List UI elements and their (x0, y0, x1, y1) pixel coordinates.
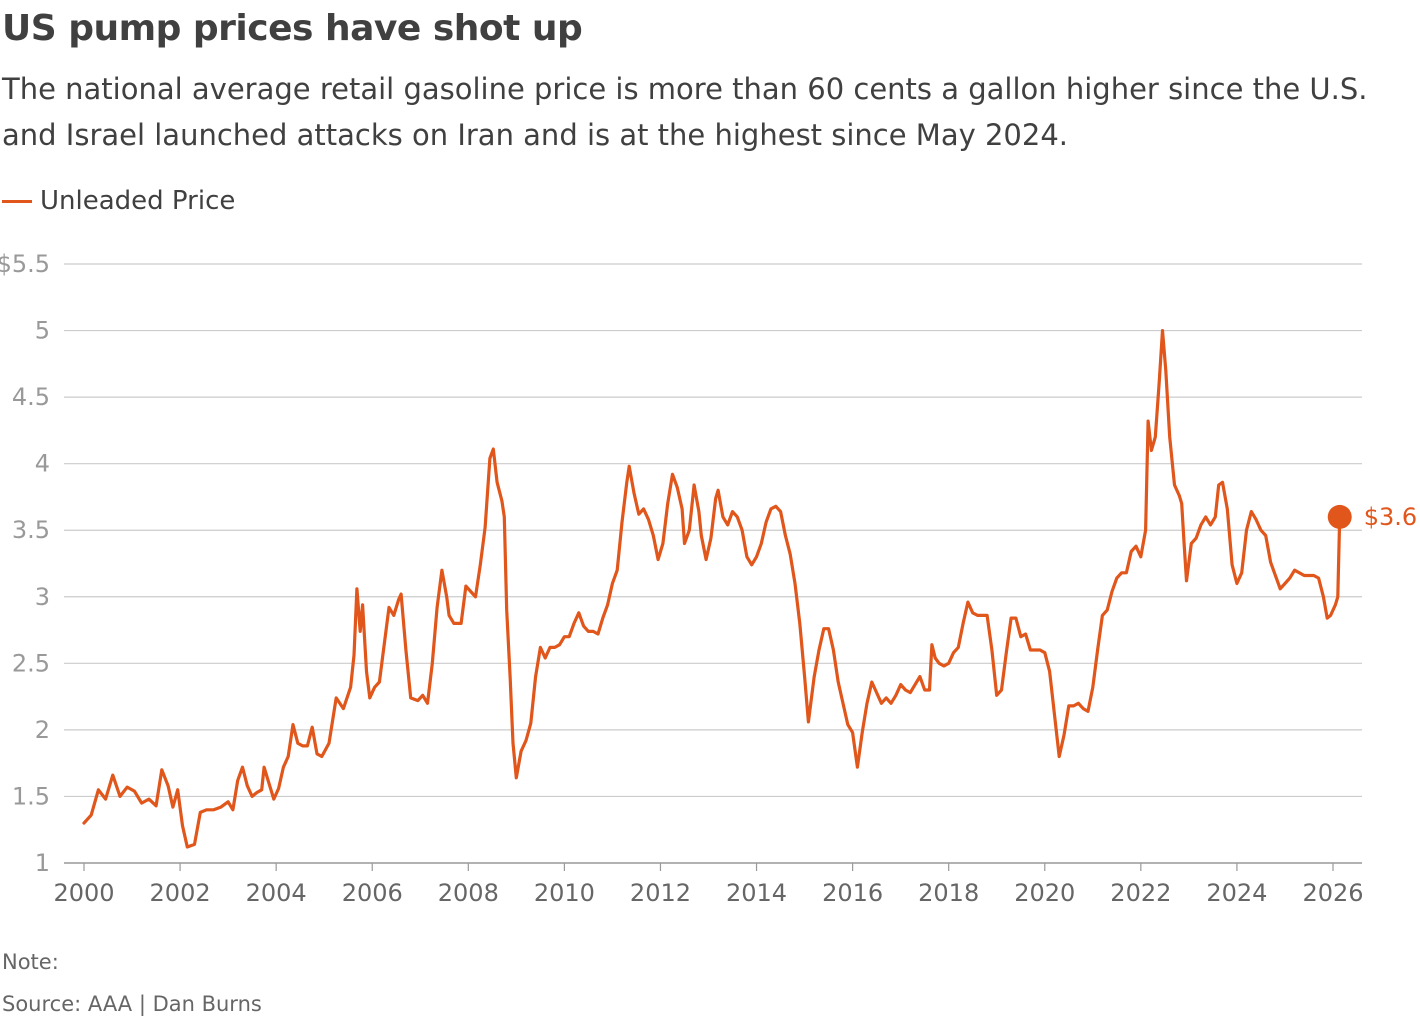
x-axis-ticks: 2000 2002 2004 2006 2008 2010 2012 2014 2016 2018… (53, 863, 1364, 907)
x-tick-label: 2010 (534, 879, 595, 907)
series-line-unleaded-price (82, 329, 1342, 849)
y-tick-label: 5 (35, 317, 50, 345)
chart-title: US pump prices have shot up (2, 8, 583, 49)
x-tick-label: 2014 (726, 879, 787, 907)
y-tick-label: 2 (35, 716, 50, 744)
chart-source: Source: AAA | Dan Burns (2, 992, 262, 1016)
y-tick-label: 2.5 (12, 649, 50, 677)
chart-subtitle: The national average retail gasoline pri… (2, 72, 1368, 152)
x-tick-label: 2020 (1014, 879, 1075, 907)
x-tick-label: 2012 (630, 879, 691, 907)
legend: Unleaded Price (2, 186, 235, 216)
x-tick-label: 2000 (53, 879, 114, 907)
x-tick-label: 2004 (246, 879, 307, 907)
y-tick-label: 1.5 (12, 782, 50, 810)
chart-note: Note: (2, 950, 59, 974)
end-point-marker (1327, 504, 1352, 529)
x-tick-label: 2026 (1302, 879, 1363, 907)
x-tick-label: 2018 (918, 879, 979, 907)
gridlines (64, 263, 1362, 864)
legend-swatch (2, 199, 32, 203)
end-value-label: $3.6 (1364, 503, 1417, 531)
y-axis-ticks: $5.5 5 4.5 4 3.5 3 2.5 2 1.5 1 (0, 250, 50, 877)
series-layer: $3.6 (82, 329, 1417, 849)
x-tick-label: 2002 (150, 879, 211, 907)
y-tick-label: 4.5 (12, 383, 50, 411)
y-tick-label: $5.5 (0, 250, 50, 278)
x-tick-label: 2022 (1110, 879, 1171, 907)
x-tick-label: 2016 (822, 879, 883, 907)
x-tick-label: 2008 (438, 879, 499, 907)
y-tick-label: 3 (35, 583, 50, 611)
x-tick-label: 2024 (1206, 879, 1267, 907)
legend-label: Unleaded Price (40, 186, 236, 216)
x-tick-label: 2006 (342, 879, 403, 907)
y-tick-label: 1 (35, 849, 50, 877)
y-tick-label: 4 (35, 450, 50, 478)
y-tick-label: 3.5 (12, 516, 50, 544)
